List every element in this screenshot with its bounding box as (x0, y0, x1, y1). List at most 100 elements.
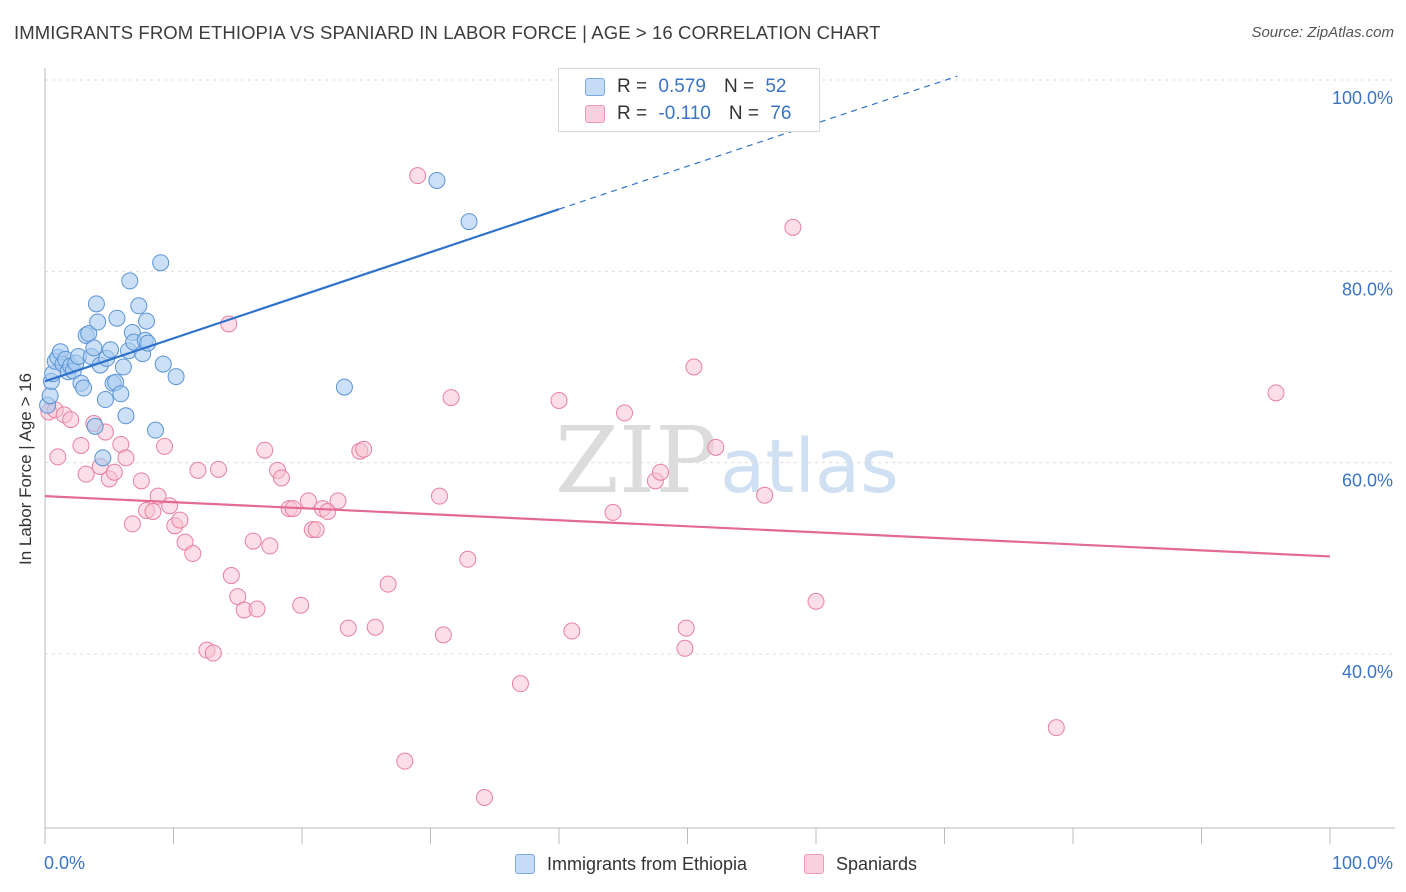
spaniards-point (149, 487, 167, 505)
spaniards-point (604, 503, 622, 521)
spaniards-point (209, 460, 227, 478)
spaniards-point (355, 440, 373, 458)
spaniards-point (434, 626, 452, 644)
spaniards-point (272, 469, 290, 487)
axes (44, 68, 1395, 844)
spaniards-point (204, 644, 222, 662)
x-tick-label: 0.0% (44, 853, 85, 873)
spaniards-point (248, 600, 266, 618)
spaniards-point (49, 448, 67, 466)
watermark-atlas: atlas (720, 424, 899, 510)
legend-r-label: R = (617, 103, 648, 124)
stats-legend: R = 0.579 N = 52 R = -0.110 N = 76 (558, 68, 820, 132)
ethiopia-point (335, 378, 353, 396)
ethiopia-point (138, 312, 156, 330)
ethiopia-point (89, 313, 107, 331)
spaniards-point (550, 391, 568, 409)
ethiopia-point (41, 387, 59, 405)
legend-swatch-ethiopia (585, 78, 605, 96)
spaniards-point (222, 567, 240, 585)
spaniards-point (77, 465, 95, 483)
legend-swatch-ethiopia (515, 854, 535, 874)
spaniards-point (459, 550, 477, 568)
chart-title: IMMIGRANTS FROM ETHIOPIA VS SPANIARD IN … (14, 22, 881, 43)
spaniards-points (40, 167, 1285, 806)
spaniards-point (261, 537, 279, 555)
spaniards-point (807, 592, 825, 610)
ethiopia-point (147, 421, 165, 439)
spaniards-point (563, 622, 581, 640)
spaniards-point (511, 675, 529, 693)
spaniards-point (1267, 384, 1285, 402)
spaniards-point (652, 463, 670, 481)
ethiopia-point (94, 449, 112, 467)
ethiopia-point (85, 339, 103, 357)
ethiopia-point (152, 254, 170, 272)
y-tick-label: 100.0% (1332, 88, 1393, 108)
spaniards-point (396, 752, 414, 770)
spaniards-point (123, 515, 141, 533)
spaniards-point (117, 449, 135, 467)
x-tick-label: 100.0% (1332, 853, 1393, 873)
y-axis-label: In Labor Force | Age > 16 (16, 372, 35, 565)
spaniards-point (676, 639, 694, 657)
spaniards-point (784, 218, 802, 236)
spaniards-point (442, 389, 460, 407)
spaniards-point (339, 619, 357, 637)
source-label[interactable]: Source: ZipAtlas.com (1251, 24, 1394, 41)
spaniards-trendline (44, 495, 1331, 558)
spaniards-point (105, 463, 123, 481)
ethiopia-point (86, 417, 104, 435)
bottom-legend-spaniards[interactable]: Spaniards (804, 852, 917, 876)
legend-row-spaniards: R = -0.110 N = 76 (585, 102, 791, 126)
spaniards-point (366, 618, 384, 636)
ethiopia-point (108, 309, 126, 327)
ethiopia-point (75, 379, 93, 397)
y-tick-label: 40.0% (1342, 662, 1393, 682)
ethiopia-trendline (44, 208, 560, 383)
ethiopia-point (460, 213, 478, 231)
spaniards-point (189, 461, 207, 479)
spaniards-point (156, 437, 174, 455)
ethiopia-point (87, 295, 105, 313)
spaniards-point (256, 441, 274, 459)
legend-swatch-spaniards (804, 854, 824, 874)
spaniards-point (132, 472, 150, 490)
y-tick-label: 80.0% (1342, 279, 1393, 299)
legend-label-ethiopia: Immigrants from Ethiopia (547, 853, 748, 874)
watermark: ZIP atlas (555, 407, 899, 514)
spaniards-point (379, 575, 397, 593)
bottom-legend-ethiopia[interactable]: Immigrants from Ethiopia (515, 852, 747, 876)
spaniards-point (685, 358, 703, 376)
legend-n-value: 52 (765, 76, 787, 97)
spaniards-point (144, 502, 162, 520)
ethiopia-point (130, 297, 148, 315)
ethiopia-points (39, 171, 478, 467)
ethiopia-point (102, 341, 120, 359)
spaniards-point (299, 492, 317, 510)
legend-swatch-spaniards (585, 105, 605, 123)
spaniards-point (62, 411, 80, 429)
tick-labels: 40.0% 60.0% 80.0% 100.0% 0.0% 100.0% (44, 88, 1393, 873)
spaniards-point (430, 487, 448, 505)
legend-row-ethiopia: R = 0.579 N = 52 (585, 75, 786, 99)
spaniards-point (409, 167, 427, 185)
legend-n-label: N = (723, 76, 755, 97)
spaniards-point (184, 545, 202, 563)
spaniards-point (616, 404, 634, 422)
spaniards-point (329, 492, 347, 510)
legend-r-value: 0.579 (658, 76, 706, 97)
spaniards-point (1047, 719, 1065, 737)
legend-n-label: N = (728, 103, 759, 124)
ethiopia-point (96, 391, 114, 409)
spaniards-point (307, 521, 325, 539)
gridlines (45, 79, 1395, 655)
spaniards-point (292, 596, 310, 614)
spaniards-point (220, 315, 238, 333)
ethiopia-point (114, 358, 132, 376)
ethiopia-point (121, 272, 139, 290)
spaniards-point (72, 436, 90, 454)
y-tick-label: 60.0% (1342, 471, 1393, 491)
legend-r-label: R = (617, 76, 648, 97)
